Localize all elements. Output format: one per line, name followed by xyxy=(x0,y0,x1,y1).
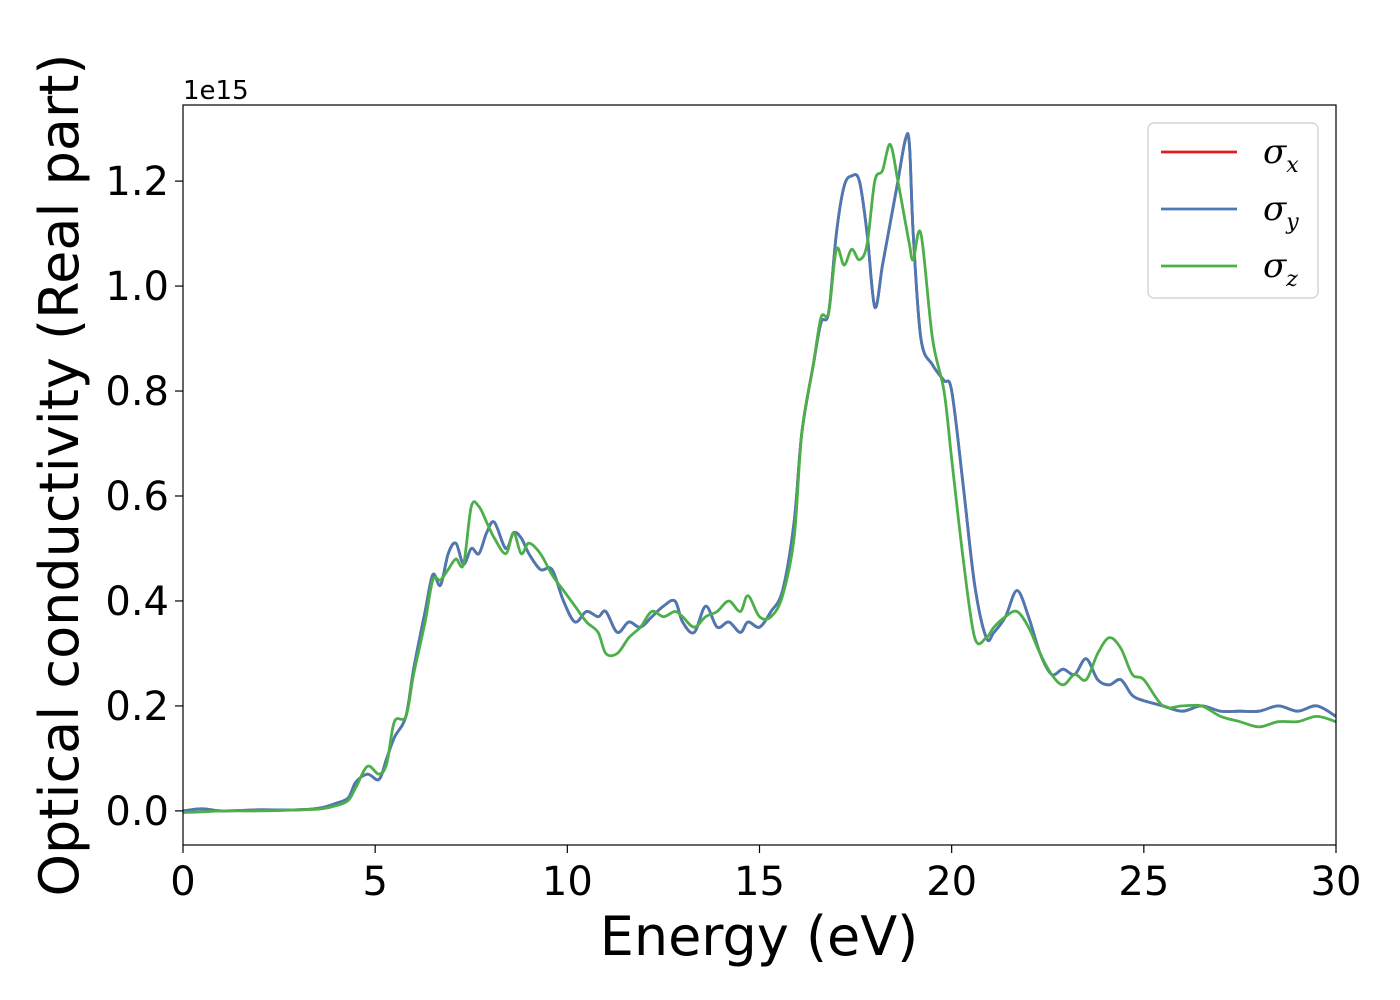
x-tick-label: 30 xyxy=(1311,859,1362,905)
series-line-z xyxy=(182,142,1337,814)
y-tick-label: 0.2 xyxy=(105,684,169,730)
legend-box xyxy=(1147,122,1319,299)
y-tick-label: 1.0 xyxy=(105,264,169,310)
x-tick-label: 15 xyxy=(734,859,785,905)
x-tick-label: 5 xyxy=(362,859,387,905)
x-tick-label: 0 xyxy=(170,859,195,905)
legend-label-y: σy xyxy=(1263,189,1299,235)
y-ticks: 0.0 0.2 0.4 0.6 0.8 1.0 1.2 xyxy=(105,159,183,835)
y-offset-label: 1e15 xyxy=(183,76,249,106)
x-tick-label: 25 xyxy=(1118,859,1169,905)
legend: σx σy σz xyxy=(1147,122,1319,299)
series-line-y xyxy=(182,132,1337,813)
y-tick-label: 0.6 xyxy=(105,474,169,520)
y-tick-label: 1.2 xyxy=(105,159,169,205)
plot-lines xyxy=(182,132,1337,814)
x-ticks: 0 5 10 15 20 25 30 xyxy=(170,845,1361,905)
y-tick-label: 0.8 xyxy=(105,369,169,415)
x-tick-label: 20 xyxy=(926,859,977,905)
y-axis-label: Optical conductivity (Real part) xyxy=(28,54,91,897)
legend-label-z: σz xyxy=(1263,246,1298,292)
legend-label-x: σx xyxy=(1263,132,1299,178)
y-tick-label: 0.0 xyxy=(105,789,169,835)
x-axis-label: Energy (eV) xyxy=(600,905,919,968)
x-tick-label: 10 xyxy=(542,859,593,905)
y-tick-label: 0.4 xyxy=(105,579,169,625)
